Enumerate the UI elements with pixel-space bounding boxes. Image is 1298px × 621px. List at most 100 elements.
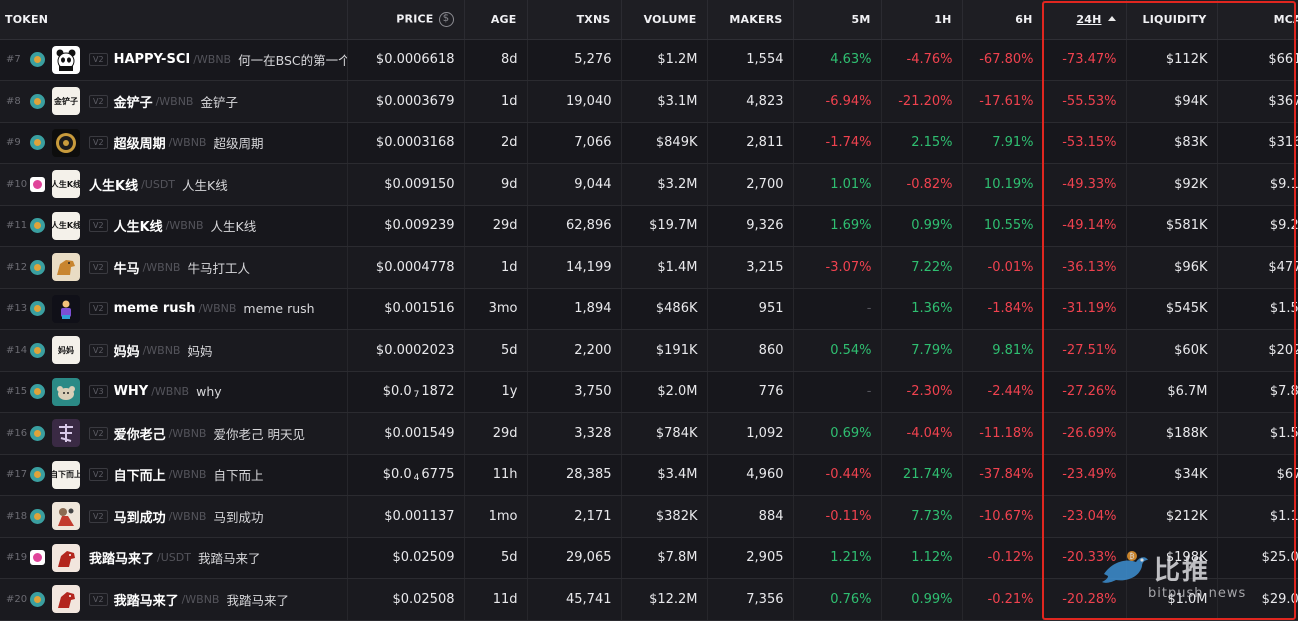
table-row[interactable]: #10 人生K线 人生K线/USDT 人生K线 $0.009150 9d 9,044 $3.2… bbox=[0, 163, 1298, 206]
header-price[interactable]: PRICE $ bbox=[347, 0, 465, 40]
table-row[interactable]: #16 V2 爱你老己/WBNB 爱你老己 明天见 $0.001549 29d 3,328 $… bbox=[0, 412, 1298, 455]
header-liquidity[interactable]: LIQUIDITY bbox=[1126, 0, 1218, 40]
bsc-icon bbox=[30, 93, 45, 109]
liquidity-cell: $94K bbox=[1126, 80, 1218, 123]
token-cell[interactable]: #9 V2 超级周期/WBNB 超级周期 bbox=[0, 122, 348, 164]
change-1h-cell: 1.12% bbox=[881, 537, 963, 579]
header-age[interactable]: AGE bbox=[464, 0, 528, 40]
token-name: 我踏马来了 bbox=[197, 551, 261, 567]
liquidity-cell: $92K bbox=[1126, 163, 1218, 206]
token-cell[interactable]: #8 金铲子 V2 金铲子/WBNB 金铲子 bbox=[0, 80, 348, 123]
token-cell[interactable]: #7 V2 HAPPY-SCI/WBNB 何一在BSC的第一个 bbox=[0, 39, 348, 81]
change-6h-cell: -67.80% bbox=[962, 39, 1044, 81]
txns-cell: 19,040 bbox=[527, 80, 622, 123]
table-row[interactable]: #12 V2 牛马/WBNB 牛马打工人 $0.0004778 1d 14,199 $1.4M… bbox=[0, 246, 1298, 289]
table-row[interactable]: #18 V2 马到成功/WBNB 马到成功 $0.001137 1mo 2,171 $382K… bbox=[0, 495, 1298, 538]
table-row[interactable]: #17自下而上V2自下而上/WBNB自下而上$0.04677511h28,385… bbox=[0, 454, 1298, 496]
change-6h-cell: -0.21% bbox=[962, 578, 1044, 621]
bsc-icon bbox=[30, 259, 45, 275]
dex-version-badge: V2 bbox=[89, 219, 108, 233]
makers-cell: 7,356 bbox=[707, 578, 794, 621]
bsc-icon bbox=[30, 591, 45, 607]
age-cell: 29d bbox=[464, 205, 528, 247]
txns-cell: 3,750 bbox=[527, 371, 622, 413]
token-name: 自下而上 bbox=[213, 468, 264, 484]
header-token[interactable]: TOKEN bbox=[0, 0, 348, 40]
change-5m-cell: 0.69% bbox=[793, 412, 882, 455]
bsc-icon bbox=[30, 218, 45, 234]
token-cell[interactable]: #16 V2 爱你老己/WBNB 爱你老己 明天见 bbox=[0, 412, 348, 455]
change-5m-cell: 1.01% bbox=[793, 163, 882, 206]
header-volume[interactable]: VOLUME bbox=[621, 0, 708, 40]
bsc-icon bbox=[30, 301, 45, 317]
bsc-icon bbox=[30, 342, 45, 358]
header-1h[interactable]: 1H bbox=[881, 0, 963, 40]
change-24h-cell: -31.19% bbox=[1043, 288, 1127, 330]
token-cell[interactable]: #14 妈妈 V2 妈妈/WBNB 妈妈 bbox=[0, 329, 348, 372]
table-row[interactable]: #13 V2 meme rush/WBNB meme rush $0.001516 3mo… bbox=[0, 288, 1298, 330]
header-txns[interactable]: TXNS bbox=[527, 0, 622, 40]
token-cell[interactable]: #13 V2 meme rush/WBNB meme rush bbox=[0, 288, 348, 330]
table-row[interactable]: #14 妈妈 V2 妈妈/WBNB 妈妈 $0.0002023 5d 2,200 $191K 86… bbox=[0, 329, 1298, 372]
coin-avatar bbox=[52, 128, 80, 157]
table-row[interactable]: #19 我踏马来了/USDT 我踏马来了 $0.02509 5d 29,065 $7.8M 2… bbox=[0, 537, 1298, 579]
change-1h-cell: -21.20% bbox=[881, 80, 963, 123]
txns-cell: 5,276 bbox=[527, 39, 622, 81]
token-name: 马到成功 bbox=[213, 509, 264, 525]
change-24h-cell: -49.14% bbox=[1043, 205, 1127, 247]
token-name: 金铲子 bbox=[200, 94, 238, 110]
token-cell[interactable]: #11 人生K线 V2 人生K线/WBNB 人生K线 bbox=[0, 205, 348, 247]
change-6h-cell: -37.84% bbox=[962, 454, 1044, 496]
table-row[interactable]: #20 V2 我踏马来了/WBNB 我踏马来了 $0.02508 11d 45,741 $12… bbox=[0, 578, 1298, 621]
txns-cell: 62,896 bbox=[527, 205, 622, 247]
header-makers[interactable]: MAKERS bbox=[707, 0, 794, 40]
token-symbol: 爱你老己 bbox=[113, 427, 166, 443]
volume-cell: $849K bbox=[621, 122, 708, 164]
mcap-cell: $7.8M bbox=[1217, 371, 1298, 413]
age-cell: 1y bbox=[464, 371, 528, 413]
text-avatar: 金铲子 bbox=[52, 87, 80, 116]
header-5m[interactable]: 5M bbox=[793, 0, 882, 40]
makers-cell: 2,811 bbox=[707, 122, 794, 164]
age-cell: 2d bbox=[464, 122, 528, 164]
header-24h[interactable]: 24H bbox=[1043, 0, 1127, 40]
price-cell: $0.0 7 1872 bbox=[347, 371, 465, 413]
token-cell[interactable]: #15 V3 WHY/WBNB why bbox=[0, 371, 348, 413]
token-name: 超级周期 bbox=[213, 136, 264, 152]
txns-cell: 29,065 bbox=[527, 537, 622, 579]
token-name: meme rush bbox=[243, 301, 315, 317]
quote-pair: /WBNB bbox=[168, 136, 207, 150]
table-row[interactable]: #15 V3 WHY/WBNB why $0.0 7 1872 1y 3,750 $2.0M 776… bbox=[0, 371, 1298, 413]
makers-cell: 951 bbox=[707, 288, 794, 330]
token-cell[interactable]: #19 我踏马来了/USDT 我踏马来了 bbox=[0, 537, 348, 579]
volume-cell: $486K bbox=[621, 288, 708, 330]
token-cell[interactable]: #10 人生K线 人生K线/USDT 人生K线 bbox=[0, 163, 348, 206]
table-row[interactable]: #11 人生K线 V2 人生K线/WBNB 人生K线 $0.009239 29d 62,896… bbox=[0, 205, 1298, 247]
price-cell: $0.001549 bbox=[347, 412, 465, 455]
rank-label: #12 bbox=[6, 261, 28, 273]
table-row[interactable]: #7 V2 HAPPY-SCI/WBNB 何一在BSC的第一个 $0.0006618 8d… bbox=[0, 39, 1298, 81]
table-header: TOKEN PRICE $ AGE TXNS VOLUME MAKERS 5M 1… bbox=[0, 0, 1298, 40]
liquidity-cell: $6.7M bbox=[1126, 371, 1218, 413]
makers-cell: 884 bbox=[707, 495, 794, 538]
change-24h-cell: -36.13% bbox=[1043, 246, 1127, 289]
volume-cell: $7.8M bbox=[621, 537, 708, 579]
currency-toggle-icon[interactable]: $ bbox=[438, 11, 454, 27]
table-row[interactable]: #9 V2 超级周期/WBNB 超级周期 $0.0003168 2d 7,066 $849K 2… bbox=[0, 122, 1298, 164]
dex-version-badge: V2 bbox=[89, 509, 108, 523]
token-cell[interactable]: #12 V2 牛马/WBNB 牛马打工人 bbox=[0, 246, 348, 289]
token-cell[interactable]: #18 V2 马到成功/WBNB 马到成功 bbox=[0, 495, 348, 538]
mcap-cell: $1.5M bbox=[1217, 288, 1298, 330]
change-24h-cell: -73.47% bbox=[1043, 39, 1127, 81]
dex-version-badge: V2 bbox=[89, 343, 108, 357]
change-6h-cell: 10.55% bbox=[962, 205, 1044, 247]
bsc-icon bbox=[30, 52, 45, 68]
change-1h-cell: 7.22% bbox=[881, 246, 963, 289]
header-mcap[interactable]: MCAP bbox=[1217, 0, 1298, 40]
header-6h[interactable]: 6H bbox=[962, 0, 1044, 40]
token-cell[interactable]: #20 V2 我踏马来了/WBNB 我踏马来了 bbox=[0, 578, 348, 621]
table-row[interactable]: #8 金铲子 V2 金铲子/WBNB 金铲子 $0.0003679 1d 19,040 $3.1… bbox=[0, 80, 1298, 123]
age-cell: 1mo bbox=[464, 495, 528, 538]
price-cell: $0.0006618 bbox=[347, 39, 465, 81]
